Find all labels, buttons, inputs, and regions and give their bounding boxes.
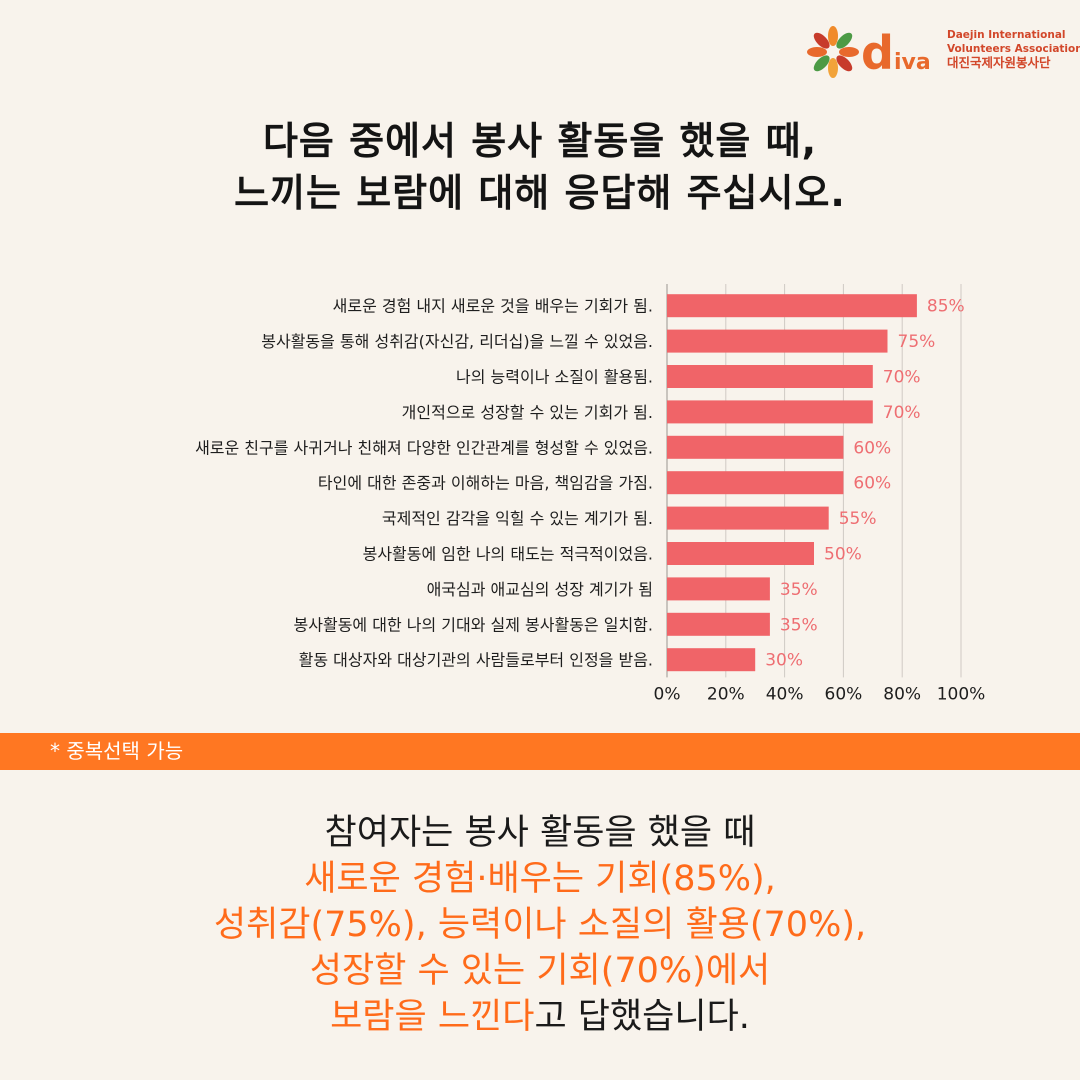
x-tick-label: 40% [766, 684, 804, 700]
category-label: 나의 능력이나 소질이 활용됨. [456, 368, 653, 387]
data-label: 35% [780, 580, 818, 600]
title-line-1: 다음 중에서 봉사 활동을 했을 때, [262, 119, 818, 163]
bar [667, 400, 873, 424]
summary-rest: 고 답했습니다. [534, 997, 750, 1037]
data-label: 55% [839, 509, 877, 529]
bar [667, 612, 770, 636]
category-label: 개인적으로 성장할 수 있는 기회가 됨. [402, 403, 653, 422]
data-label: 70% [883, 403, 921, 423]
summary-line-2: 새로운 경험·배우는 기회(85%), [304, 859, 776, 899]
summary-text: 참여자는 봉사 활동을 했을 때 새로운 경험·배우는 기회(85%), 성취감… [0, 810, 1080, 1040]
category-label: 봉사활동에 임한 나의 태도는 적극적이었음. [363, 545, 653, 564]
logo-org-en-line2: Volunteers Association [947, 43, 1080, 55]
data-label: 60% [853, 438, 891, 458]
diva-logo: diva Daejin International Volunteers Ass… [805, 24, 1080, 84]
category-label: 새로운 경험 내지 새로운 것을 배우는 기회가 됨. [333, 297, 653, 316]
bar [667, 365, 873, 388]
data-label: 85% [927, 297, 965, 317]
bar [667, 506, 829, 530]
logo-letters-iva: iva [893, 50, 931, 75]
bar [667, 329, 888, 353]
bar [667, 577, 770, 601]
summary-line-3: 성취감(75%), 능력이나 소질의 활용(70%), [213, 905, 867, 945]
bar [667, 435, 844, 459]
category-label: 애국심과 애교심의 성장 계기가 됨 [427, 580, 653, 599]
category-label: 봉사활동에 대한 나의 기대와 실제 봉사활동은 일치함. [294, 615, 653, 634]
logo-org-ko: 대진국제자원봉사단 [947, 55, 1051, 70]
x-tick-label: 0% [654, 684, 681, 700]
category-label: 새로운 친구를 사귀거나 친해져 다양한 인간관계를 형성할 수 있었음. [195, 438, 653, 457]
x-tick-label: 100% [937, 684, 986, 700]
bar [667, 542, 814, 565]
logo-letter-d: d [861, 26, 894, 80]
bar [667, 471, 844, 495]
data-label: 70% [883, 368, 921, 388]
category-label: 봉사활동을 통해 성취감(자신감, 리더십)을 느낄 수 있었음. [261, 332, 653, 351]
data-label: 60% [853, 474, 891, 494]
data-label: 35% [780, 615, 818, 635]
category-label: 타인에 대한 존중과 이해하는 마음, 책임감을 가짐. [318, 474, 653, 493]
x-tick-label: 80% [883, 684, 921, 700]
summary-line-4: 성장할 수 있는 기회(70%)에서 [309, 951, 771, 991]
data-label: 50% [824, 545, 862, 565]
multiple-choice-note: * 중복선택 가능 [50, 739, 184, 763]
page-title: 다음 중에서 봉사 활동을 했을 때, 느끼는 보람에 대해 응답해 주십시오. [0, 115, 1080, 219]
logo-org-name: Daejin International Volunteers Associat… [947, 28, 1080, 70]
flower-logo-icon [807, 26, 859, 78]
bar [667, 294, 917, 318]
data-label: 75% [898, 332, 936, 352]
summary-highlight: 보람을 느낀다 [330, 997, 535, 1037]
summary-line-1: 참여자는 봉사 활동을 했을 때 [324, 813, 756, 853]
bar [667, 648, 756, 672]
x-tick-label: 20% [707, 684, 745, 700]
horizontal-bar-chart: 0% 20% 40% 60% 80% 100% 85% 새로운 경험 내지 새로운 것을 배우… [195, 284, 986, 700]
note-band: * 중복선택 가능 [0, 733, 1080, 770]
title-line-2: 느끼는 보람에 대해 응답해 주십시오. [234, 171, 846, 215]
summary-line-5: 보람을 느낀다고 답했습니다. [0, 994, 1080, 1040]
x-tick-label: 60% [825, 684, 863, 700]
logo-org-en-line1: Daejin International [947, 29, 1066, 41]
category-label: 국제적인 감각을 익힐 수 있는 계기가 됨. [382, 509, 653, 528]
category-label: 활동 대상자와 대상기관의 사람들로부터 인정을 받음. [299, 651, 653, 670]
data-label: 30% [765, 651, 803, 671]
logo-wordmark: diva [861, 30, 931, 76]
